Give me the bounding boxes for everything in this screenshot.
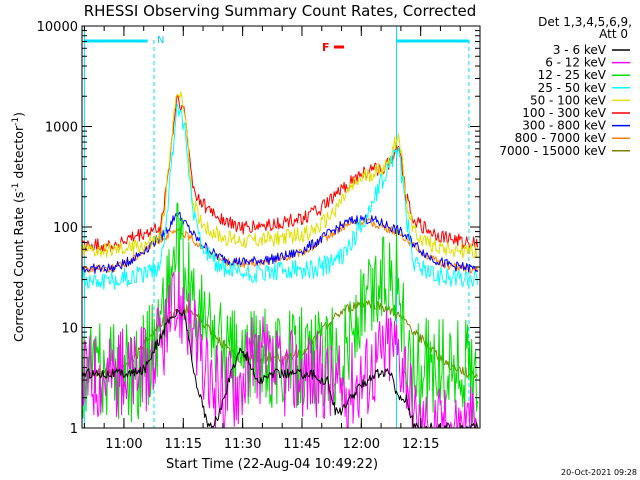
legend-header-line2: Att 0 <box>599 27 628 41</box>
series-0 <box>81 308 479 429</box>
y-tick-label: 10 <box>61 322 78 337</box>
x-tick-label: 12:00 <box>343 437 380 452</box>
legend-label: 50 - 100 keV <box>530 93 607 107</box>
series-line <box>81 308 479 429</box>
x-tick-label: 11:30 <box>224 437 261 452</box>
y-axis-label: Corrected Count Rate (s-1 detector-1) <box>11 112 26 342</box>
series-line <box>81 271 479 429</box>
y-tick-label: 1000 <box>45 121 78 136</box>
legend-label: 3 - 6 keV <box>553 43 607 57</box>
y-tick-label: 10000 <box>37 20 78 35</box>
flare-annotation: F <box>322 41 330 54</box>
series-1 <box>81 271 479 429</box>
y-axis-label-part2: detector <box>11 125 26 183</box>
footer-timestamp: 20-Oct-2021 09:28 <box>561 468 637 477</box>
legend-label: 12 - 25 keV <box>538 68 607 82</box>
series-4 <box>81 91 478 259</box>
legend-label: 100 - 300 keV <box>522 106 606 120</box>
legend-label: 800 - 7000 keV <box>515 131 607 145</box>
axis-layer: 1 10 100 1000 10000 11:00 11:15 11:30 11:45 12:00… <box>37 20 481 452</box>
data-layer: NF <box>81 26 479 429</box>
y-tick-label: 100 <box>53 221 78 236</box>
legend-label: 6 - 12 keV <box>545 56 607 70</box>
legend-label: 25 - 50 keV <box>538 81 607 95</box>
y-axis-label-part3: ) <box>11 112 26 117</box>
series-line <box>81 211 478 274</box>
x-axis-label: Start Time (22-Aug-04 10:49:22) <box>166 457 378 472</box>
x-tick-label: 12:15 <box>402 437 439 452</box>
legend-label: 300 - 800 keV <box>522 119 606 133</box>
y-axis-label-sup2: -1 <box>11 117 21 126</box>
x-tick-label: 11:00 <box>105 437 142 452</box>
x-tick-label: 11:15 <box>165 437 202 452</box>
y-axis-label-sup1: -1 <box>11 183 21 192</box>
series-3 <box>81 103 479 290</box>
legend-header-line1: Det 1,3,4,5,6,9, <box>538 15 632 29</box>
series-line <box>81 103 479 290</box>
y-axis-label-part1: Corrected Count Rate (s <box>11 192 26 342</box>
y-tick-label: 1 <box>70 422 78 437</box>
series-6 <box>81 211 478 274</box>
series-line <box>81 91 478 259</box>
chart-title: RHESSI Observing Summary Count Rates, Co… <box>84 2 477 20</box>
legend-label: 7000 - 15000 keV <box>499 144 606 158</box>
x-tick-label: 11:45 <box>283 437 320 452</box>
night-annotation: N <box>157 35 164 46</box>
